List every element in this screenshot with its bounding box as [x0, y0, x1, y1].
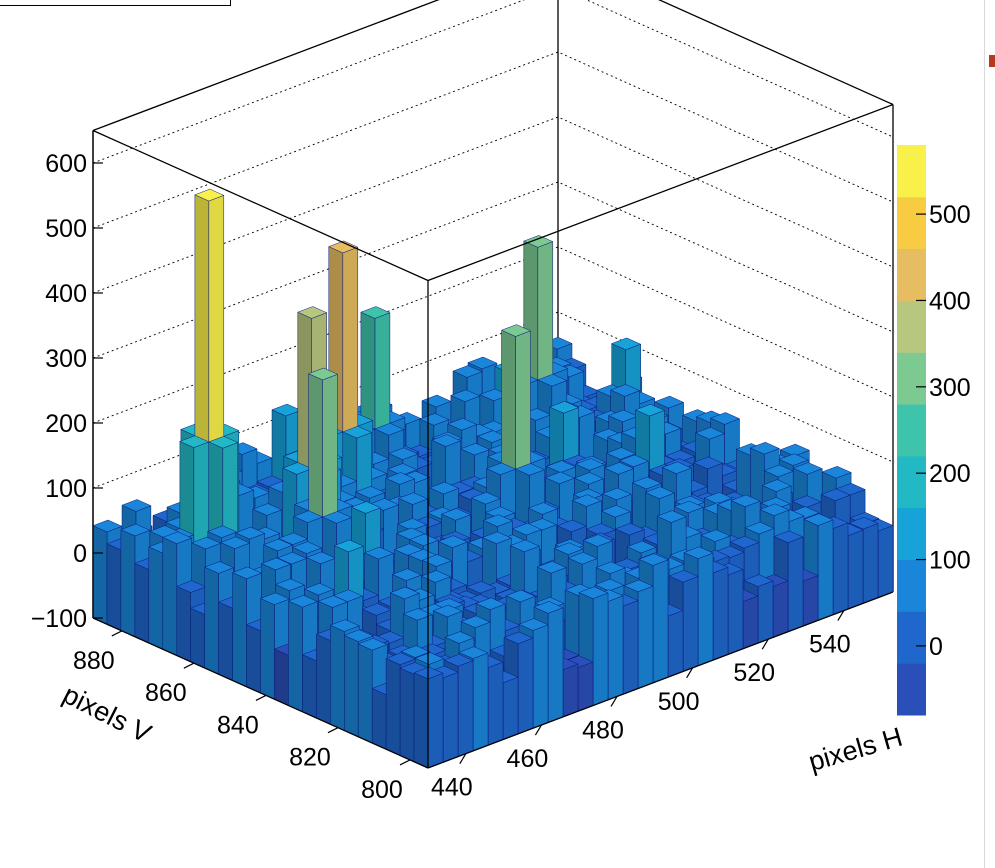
- z-tick-label: 600: [45, 150, 87, 178]
- color-scale-label: 0: [929, 633, 943, 661]
- color-scale-label: 200: [929, 460, 971, 488]
- x-tick: [686, 667, 694, 679]
- z-tick-label: 0: [73, 540, 87, 568]
- color-scale-band: [897, 196, 926, 250]
- x-tick-label: 460: [507, 745, 549, 773]
- z-tick-label: 100: [45, 475, 87, 503]
- color-scale-label: 100: [929, 547, 971, 575]
- x-tick: [761, 638, 769, 650]
- color-scale-band: [897, 455, 926, 509]
- color-scale-band: [897, 300, 926, 353]
- y-tick-label: 840: [217, 711, 259, 739]
- grid-line: [92, 181, 894, 359]
- y-tick: [111, 630, 123, 637]
- color-scale-band: [897, 404, 926, 457]
- color-scale-band: [897, 611, 926, 664]
- lego-bars: [92, 188, 894, 769]
- y-tick-label: 820: [289, 744, 331, 772]
- x-axis-title: pixels H: [805, 722, 906, 777]
- z-tick-label: 300: [45, 345, 87, 373]
- color-scale-label: 500: [929, 201, 971, 229]
- x-tick-label: 520: [733, 659, 775, 687]
- color-scale-band: [897, 507, 926, 560]
- y-tick-label: 800: [361, 776, 403, 804]
- y-tick: [183, 662, 195, 669]
- x-tick-label: 500: [658, 688, 700, 716]
- grid-line: [92, 246, 894, 424]
- x-tick-label: 540: [809, 631, 851, 659]
- color-scale: 0 100 200 300 400 500: [897, 145, 971, 716]
- grid-line: [92, 311, 894, 489]
- canvas-edge-marker: [989, 55, 995, 67]
- y-tick: [255, 694, 267, 701]
- z-tick-label: 200: [45, 410, 87, 438]
- z-tick-label: 400: [45, 280, 87, 308]
- y-tick-label: 860: [145, 679, 187, 707]
- z-tick-label: 500: [45, 215, 87, 243]
- grid-line: [92, 0, 894, 164]
- x-tick: [534, 724, 542, 736]
- color-scale-band: [897, 145, 926, 198]
- color-scale-band: [897, 248, 926, 301]
- grid-line: [92, 116, 894, 294]
- z-tick-label: −100: [31, 605, 87, 633]
- front-frame: [92, 103, 894, 768]
- color-scale-label: 300: [929, 374, 971, 402]
- y-tick: [327, 727, 339, 734]
- x-tick: [610, 696, 618, 707]
- y-tick: [399, 759, 411, 766]
- y-axis-title: pixels V: [58, 679, 156, 749]
- color-scale-band: [897, 559, 926, 612]
- canvas-edge: [984, 0, 985, 868]
- color-scale-band: [897, 352, 926, 405]
- x-tick: [837, 610, 845, 621]
- x-tick-label: 440: [431, 774, 473, 802]
- x-tick: [459, 753, 467, 764]
- grid-line: [92, 51, 894, 229]
- color-scale-band: [897, 663, 926, 716]
- title-box: [0, 0, 231, 6]
- y-tick-label: 880: [73, 647, 115, 675]
- x-tick-label: 480: [582, 716, 624, 744]
- color-scale-label: 400: [929, 287, 971, 315]
